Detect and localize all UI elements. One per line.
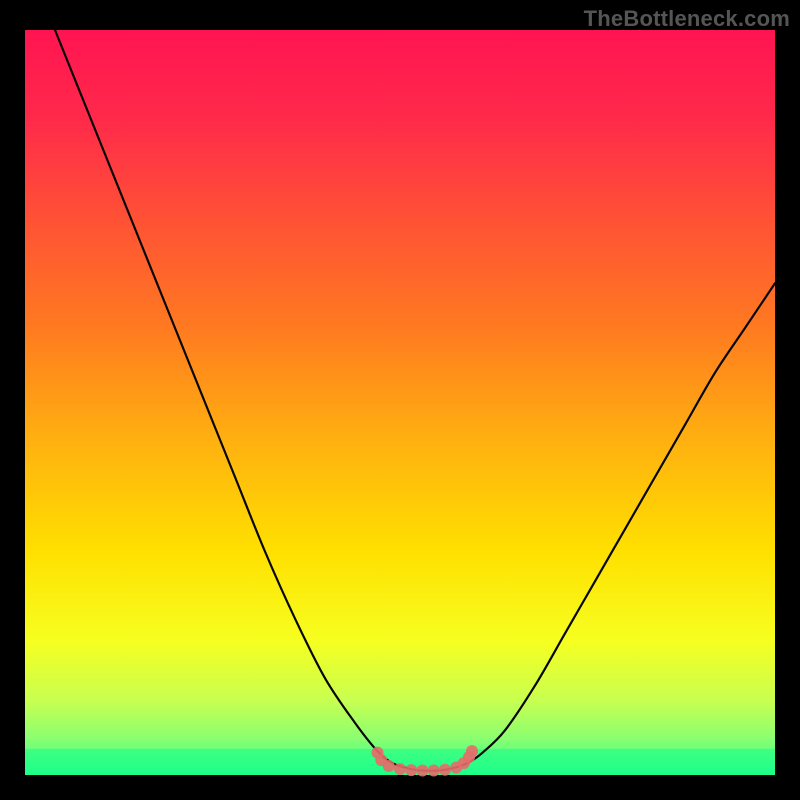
trough-marker — [439, 764, 451, 776]
trough-marker — [428, 765, 440, 777]
plot-background — [25, 30, 775, 775]
trough-marker — [383, 760, 395, 772]
stage: TheBottleneck.com — [0, 0, 800, 800]
watermark-text: TheBottleneck.com — [584, 6, 790, 32]
trough-marker — [417, 765, 429, 777]
trough-marker — [466, 745, 478, 757]
trough-marker — [394, 763, 406, 775]
bottleneck-chart — [0, 0, 800, 800]
trough-marker — [405, 764, 417, 776]
